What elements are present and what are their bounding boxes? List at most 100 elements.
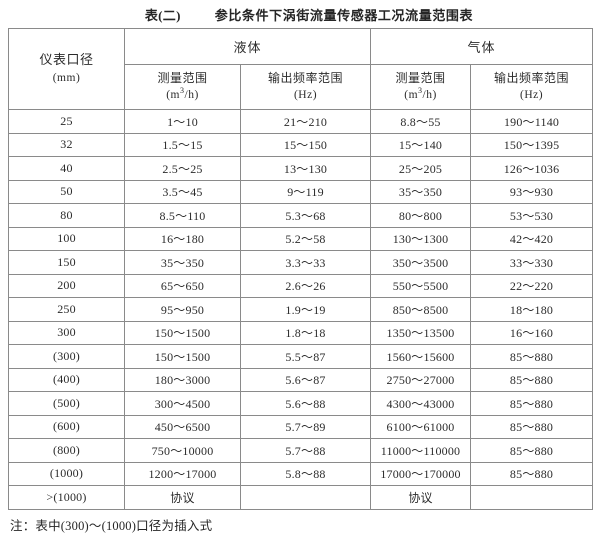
cell-liquid-freq: 13～130 [239,156,372,181]
cell-liquid-freq: 5.3～68 [239,203,372,228]
cell-liquid-freq: 5.5～87 [239,344,372,369]
cell-liquid-freq: 21～210 [239,109,372,134]
header-liquid-range: 测量范围 (m3/h) [124,64,241,110]
cell-gas-range: 550～5500 [370,273,472,298]
cell-liquid-freq: 5.7～89 [239,414,372,439]
cell-gas-freq: 53～530 [470,203,594,228]
cell-gas-range: 2750～27000 [370,367,472,392]
cell-liquid-freq: 1.9～19 [239,297,372,322]
header-liquid-range-unit: (m3/h) [166,86,199,102]
cell-diameter: 150 [8,250,125,275]
cell-liquid-range: 35～350 [124,250,241,275]
table-row: (600) 450～6500 5.7～89 6100～61000 85～880 [8,414,594,439]
cell-gas-range: 350～3500 [370,250,472,275]
cell-gas-freq: 85～880 [470,414,594,439]
table-number-label: 表(二) [144,7,181,23]
table-row: (1000) 1200～17000 5.8～88 17000～170000 85～880 [8,461,594,486]
cell-liquid-range: 450～6500 [124,414,241,439]
cell-diameter: >(1000) [8,485,125,510]
cell-liquid-freq: 2.6～26 [239,273,372,298]
cell-gas-freq: 85～880 [470,391,594,416]
header-gas-range: 测量范围 (m3/h) [370,64,472,110]
table-row: 40 2.5～25 13～130 25～205 126～1036 [8,156,594,181]
cell-liquid-freq: 15～150 [239,132,372,157]
cell-liquid-range: 750～10000 [124,438,241,463]
cell-liquid-freq: 5.8～88 [239,461,372,486]
header-group-liquid: 液体 [123,28,372,65]
cell-gas-range: 25～205 [370,156,472,181]
cell-gas-range: 130～1300 [370,226,472,251]
cell-diameter: 250 [8,297,125,322]
header-diameter-label: 仪表口径 [39,52,94,68]
table-row: (400) 180～3000 5.6～87 2750～27000 85～880 [8,367,594,392]
table-row: >(1000) 协议 协议 [8,485,594,510]
table-footnote: 注：表中(300)～(1000)口径为插入式 [10,518,213,533]
cell-diameter: (600) [8,414,125,439]
cell-gas-range: 协议 [370,485,472,510]
cell-diameter: (800) [8,438,125,463]
cell-diameter: (1000) [8,461,125,486]
cell-diameter: 300 [8,320,125,345]
table-row: 150 35～350 3.3～33 350～3500 33～330 [8,250,594,275]
cell-diameter: 25 [8,109,125,134]
header-row-groups: 仪表口径 (mm) 液体 气体 [8,28,594,110]
cell-gas-freq: 85～880 [470,344,594,369]
header-diameter-unit: (mm) [52,72,81,85]
cell-gas-freq: 18～180 [470,297,594,322]
cell-diameter: (400) [8,367,125,392]
cell-diameter: 200 [8,273,125,298]
table-row: 200 65～650 2.6～26 550～5500 22～220 [8,273,594,298]
cell-liquid-range: 150～1500 [124,344,241,369]
cell-liquid-freq: 5.7～88 [239,438,372,463]
table-row: 250 95～950 1.9～19 850～8500 18～180 [8,297,594,322]
cell-liquid-range: 协议 [124,485,241,510]
cell-gas-freq: 93～930 [470,179,594,204]
header-liquid-freq-label: 输出频率范围 [268,71,344,86]
header-row-sub: 测量范围 (m3/h) 输出频率范围 (Hz) 测量范围 (m3/h) 输出频率… [9,64,594,110]
cell-liquid-range: 150～1500 [124,320,241,345]
header-group-gas: 气体 [370,28,594,65]
header-diameter: 仪表口径 (mm) [8,28,125,110]
header-gas-range-label: 测量范围 [395,71,446,86]
cell-liquid-freq: 9～119 [239,179,372,204]
cell-diameter: 80 [8,203,125,228]
cell-gas-range: 8.8～55 [370,109,472,134]
cell-liquid-freq: 3.3～33 [239,250,372,275]
table-row: (300) 150～1500 5.5～87 1560～15600 85～880 [8,344,594,369]
table-row: 80 8.5～110 5.3～68 80～800 53～530 [8,203,594,228]
cell-liquid-range: 180～3000 [124,367,241,392]
cell-liquid-range: 16～180 [124,226,241,251]
header-gas-freq-label: 输出频率范围 [494,71,570,86]
cell-gas-freq: 85～880 [470,438,594,463]
page-title: 表(二) 参比条件下涡街流量传感器工况流量范围表 [0,0,600,28]
cell-gas-freq [470,485,594,510]
table-row: 32 1.5～15 15～150 15～140 150～1395 [8,132,594,157]
cell-liquid-range: 3.5～45 [124,179,241,204]
table-row: 300 150～1500 1.8～18 1350～13500 16～160 [8,320,594,345]
cell-liquid-range: 300～4500 [124,391,241,416]
table-title-text: 参比条件下涡街流量传感器工况流量范围表 [214,7,474,23]
cell-diameter: 100 [8,226,125,251]
header-gas-freq: 输出频率范围 (Hz) [470,64,594,110]
cell-liquid-freq: 1.8～18 [239,320,372,345]
cell-gas-freq: 16～160 [470,320,594,345]
header-gas-freq-unit: (Hz) [519,89,544,102]
cell-gas-freq: 126～1036 [470,156,594,181]
header-liquid-freq: 输出频率范围 (Hz) [239,64,372,110]
cell-liquid-range: 2.5～25 [124,156,241,181]
cell-diameter: 40 [8,156,125,181]
cell-gas-range: 35～350 [370,179,472,204]
cell-liquid-range: 1～10 [124,109,241,134]
cell-gas-freq: 22～220 [470,273,594,298]
header-liquid-range-label: 测量范围 [157,71,208,86]
cell-liquid-freq: 5.2～58 [239,226,372,251]
cell-gas-range: 1560～15600 [370,344,472,369]
table-container: 仪表口径 (mm) 液体 气体 测量范围 (m3/h) 输出频率范围 (Hz) [8,28,594,510]
table-row: 100 16～180 5.2～58 130～1300 42～420 [8,226,594,251]
header-liquid-freq-unit: (Hz) [293,89,318,102]
cell-liquid-range: 65～650 [124,273,241,298]
cell-gas-freq: 42～420 [470,226,594,251]
table-body: 25 1～10 21～210 8.8～55 190～1140 32 1.5～15 15～150… [8,109,594,510]
table-row: 25 1～10 21～210 8.8～55 190～1140 [8,109,594,134]
